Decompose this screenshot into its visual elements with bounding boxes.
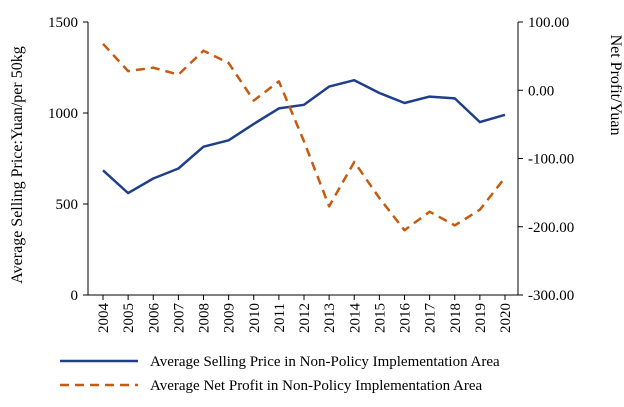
x-tick-label: 2004: [96, 303, 112, 334]
left-axis-title: Average Selling Price:Yuan/per 50kg: [9, 46, 26, 283]
left-tick-label: 1000: [48, 106, 78, 122]
series-lines: [102, 42, 506, 232]
x-tick-label: 2007: [171, 303, 187, 334]
legend: Average Selling Price in Non-Policy Impl…: [60, 354, 500, 394]
x-tick-label: 2010: [247, 303, 263, 333]
x-tick-label: 2016: [398, 303, 414, 334]
right-tick-label: -200.00: [528, 220, 574, 236]
legend-label-profit: Average Net Profit in Non-Policy Impleme…: [150, 378, 482, 394]
x-tick-label: 2005: [121, 303, 137, 333]
left-tick-label: 1500: [48, 15, 78, 31]
x-tick-label: 2009: [222, 303, 238, 333]
x-tick-label: 2017: [423, 303, 439, 334]
left-axis-ticks: 0 500 1000 1500: [48, 15, 88, 304]
series-line-average-selling-price: [102, 78, 506, 195]
x-tick-label: 2019: [473, 303, 489, 333]
right-axis-title: Net Profit/Yuan: [607, 35, 624, 136]
left-tick-label: 500: [56, 197, 79, 213]
right-tick-label: -300.00: [528, 288, 574, 304]
x-axis-ticks: 2004 2005 2006 2007 2008 2009 2010 2011 2012 2013…: [96, 295, 514, 333]
right-tick-label: 100.00: [528, 15, 569, 31]
left-tick-label: 0: [71, 288, 79, 304]
series-line-average-net-profit: [102, 42, 506, 232]
x-tick-label: 2013: [322, 303, 338, 333]
x-tick-label: 2015: [372, 303, 388, 333]
legend-label-price: Average Selling Price in Non-Policy Impl…: [150, 354, 500, 370]
x-tick-label: 2018: [448, 303, 464, 333]
x-tick-label: 2014: [347, 303, 363, 334]
right-tick-label: -100.00: [528, 152, 574, 168]
axes: [87, 22, 519, 296]
x-tick-label: 2008: [197, 303, 213, 333]
x-tick-label: 2011: [272, 303, 288, 332]
right-tick-label: 0.00: [528, 83, 554, 99]
x-tick-label: 2020: [498, 303, 514, 333]
right-axis-ticks: 100.00 0.00 -100.00 -200.00 -300.00: [518, 15, 574, 304]
x-tick-label: 2012: [297, 303, 313, 333]
x-tick-label: 2006: [146, 303, 162, 334]
